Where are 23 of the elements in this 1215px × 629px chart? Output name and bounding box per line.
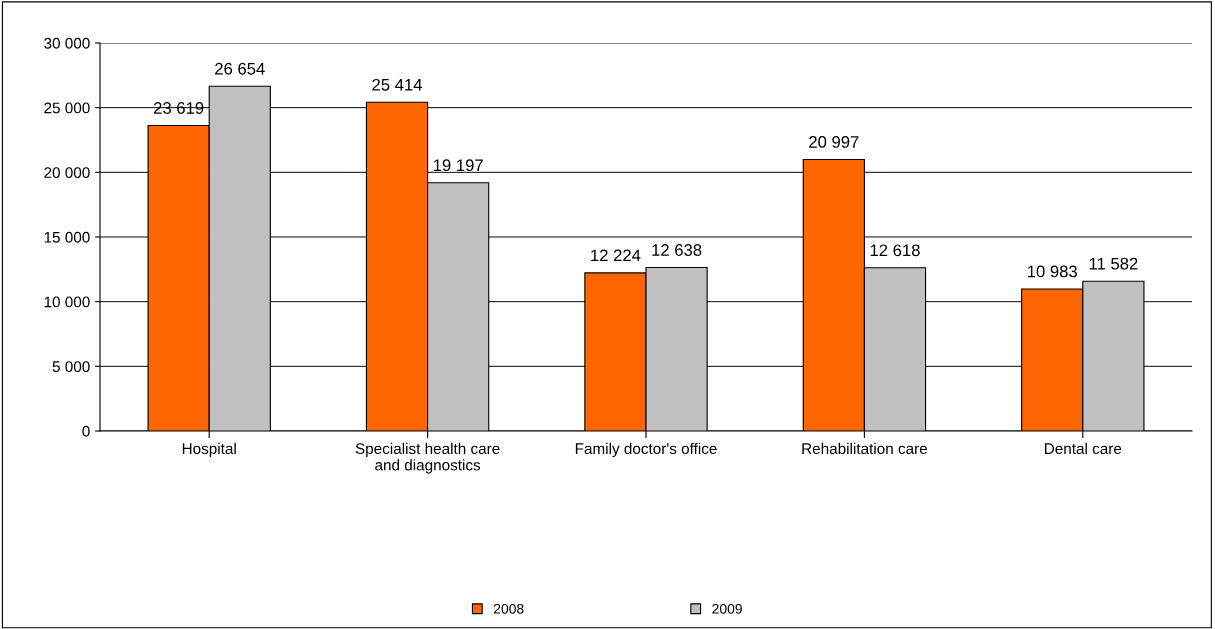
data-label: 12 224 bbox=[591, 249, 641, 262]
y-tick-label: 20 000 bbox=[44, 167, 90, 179]
x-tick-label: Dental care bbox=[1044, 442, 1122, 455]
data-label: 26 654 bbox=[215, 62, 265, 75]
data-label: 11 582 bbox=[1089, 257, 1138, 270]
x-tick-label: Family doctor's office bbox=[575, 442, 717, 458]
y-tick-label: 10 000 bbox=[44, 296, 90, 308]
y-tick-label: 0 bbox=[82, 425, 90, 437]
data-label: 25 414 bbox=[372, 78, 423, 91]
y-tick-label: 15 000 bbox=[44, 231, 90, 243]
y-tick-label: 25 000 bbox=[44, 102, 90, 114]
data-label: 20 997 bbox=[809, 136, 859, 148]
data-label: 10 983 bbox=[1028, 265, 1077, 278]
legend-label: 2008 bbox=[493, 603, 524, 614]
data-label: 12 618 bbox=[870, 244, 920, 257]
x-tick-label: Hospital bbox=[182, 442, 236, 458]
data-label: 12 638 bbox=[652, 244, 702, 256]
x-tick-label: Specialist health care and diagnostics bbox=[355, 442, 500, 474]
y-tick-label: 30 000 bbox=[44, 37, 90, 49]
legend-label: 2009 bbox=[712, 603, 742, 614]
y-tick-label: 5 000 bbox=[52, 361, 90, 373]
x-tick-label: Rehabilitation care bbox=[802, 442, 927, 455]
data-label: 19 197 bbox=[433, 159, 483, 172]
